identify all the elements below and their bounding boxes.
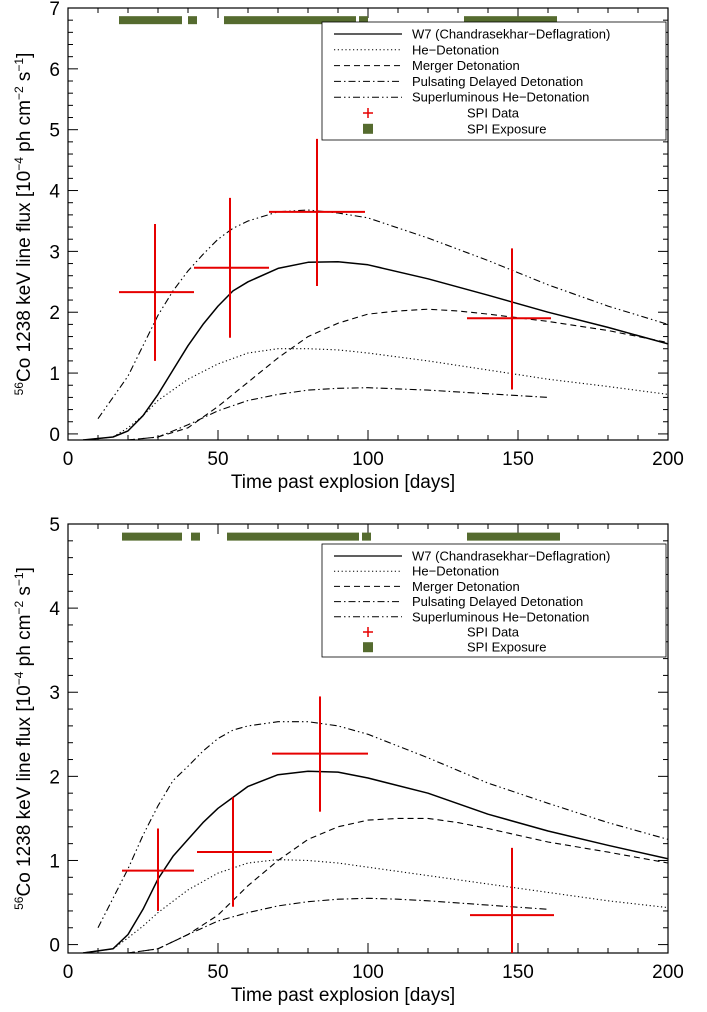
series-line-dashed bbox=[127, 308, 668, 440]
spi-exposure-bar bbox=[188, 16, 197, 25]
x-tick-label: 150 bbox=[502, 449, 534, 470]
y-tick-label: 6 bbox=[49, 60, 60, 81]
spi-exposure-bar bbox=[227, 532, 359, 541]
y-tick-label: 0 bbox=[49, 425, 60, 446]
legend-item: Pulsating Delayed Detonation bbox=[334, 74, 583, 89]
y-tick-label: 3 bbox=[49, 683, 60, 704]
legend-item: W7 (Chandrasekhar−Deflagration) bbox=[334, 27, 610, 42]
x-tick-label: 100 bbox=[352, 962, 384, 983]
legend-label: Superluminous He−Detonation bbox=[412, 90, 589, 105]
y-tick-label: 2 bbox=[49, 303, 60, 324]
spi-data-point bbox=[467, 248, 551, 390]
spi-data-point bbox=[269, 138, 365, 287]
series-line-solid bbox=[82, 260, 668, 440]
legend-label: Merger Detonation bbox=[412, 579, 520, 594]
spi-exposure-bar bbox=[359, 16, 368, 25]
y-tick-label: 1 bbox=[49, 364, 60, 385]
spi-exposure-bar bbox=[464, 16, 557, 25]
legend-label: SPI Exposure bbox=[467, 640, 547, 655]
spi-exposure-bar bbox=[119, 16, 182, 25]
legend-label: Pulsating Delayed Detonation bbox=[412, 74, 583, 89]
y-tick-label: 0 bbox=[49, 936, 60, 957]
series-layer bbox=[82, 721, 668, 953]
series-line-dashdot bbox=[127, 897, 549, 953]
x-axis-label: Time past explosion [days] bbox=[231, 472, 455, 493]
legend-item: Pulsating Delayed Detonation bbox=[334, 594, 583, 609]
chart-bottom: 0 50 100 150 200 0 1 2 3 4 5 Time past explosion [d… bbox=[12, 515, 684, 1006]
legend-label: SPI Exposure bbox=[467, 121, 547, 136]
legend-item: SPI Data bbox=[363, 106, 520, 121]
legend-item: SPI Data bbox=[363, 625, 520, 640]
legend-item: SPI Exposure bbox=[363, 121, 547, 136]
spi-data-point bbox=[119, 224, 194, 361]
series-line-dotted bbox=[82, 859, 668, 953]
series-line-dotted bbox=[82, 348, 668, 440]
spi-exposure-bar bbox=[122, 532, 182, 541]
legend: W7 (Chandrasekhar−Deflagration)He−Detona… bbox=[321, 543, 667, 658]
x-tick-label: 100 bbox=[352, 449, 384, 470]
legend-item: He−Detonation bbox=[334, 564, 499, 579]
x-axis-label: Time past explosion [days] bbox=[231, 985, 455, 1006]
spi-exposure-bar bbox=[362, 532, 371, 541]
spi-data-point bbox=[194, 197, 269, 338]
legend-label: He−Detonation bbox=[412, 42, 499, 57]
legend-item: Merger Detonation bbox=[334, 579, 520, 594]
series-line-dashdotdot bbox=[97, 209, 668, 420]
legend-label: SPI Data bbox=[467, 625, 520, 640]
y-axis-label: 56Co 1238 keV line flux [10−4 ph cm−2 s−… bbox=[12, 567, 35, 910]
y-tick-label: 7 bbox=[49, 0, 60, 20]
x-tick-label: 50 bbox=[207, 449, 228, 470]
x-tick-label: 200 bbox=[652, 449, 684, 470]
legend-label: W7 (Chandrasekhar−Deflagration) bbox=[412, 27, 610, 42]
legend-item: Superluminous He−Detonation bbox=[334, 609, 589, 624]
x-tick-label: 50 bbox=[207, 962, 228, 983]
y-tick-label: 4 bbox=[49, 182, 60, 203]
x-tick-label: 0 bbox=[63, 449, 74, 470]
legend-label: SPI Data bbox=[467, 106, 520, 121]
spi-data-point bbox=[122, 828, 194, 911]
legend-label: He−Detonation bbox=[412, 564, 499, 579]
spi-exposure-bar bbox=[467, 532, 560, 541]
spi-exposure-bar bbox=[191, 532, 200, 541]
spi-data-point bbox=[272, 696, 368, 812]
legend: W7 (Chandrasekhar−Deflagration)He−Detona… bbox=[321, 21, 667, 141]
legend-box bbox=[321, 543, 667, 658]
legend-label: Superluminous He−Detonation bbox=[412, 609, 589, 624]
x-tick-label: 200 bbox=[652, 962, 684, 983]
spi-data-point bbox=[197, 797, 272, 907]
legend-label: Merger Detonation bbox=[412, 58, 520, 73]
y-tick-label: 5 bbox=[49, 515, 60, 536]
legend-label: Pulsating Delayed Detonation bbox=[412, 594, 583, 609]
legend-item: He−Detonation bbox=[334, 42, 499, 57]
series-layer bbox=[82, 209, 668, 440]
y-tick-label: 5 bbox=[49, 121, 60, 142]
legend-item: Merger Detonation bbox=[334, 58, 520, 73]
x-tick-label: 0 bbox=[63, 962, 74, 983]
spi-exposure-bar bbox=[224, 16, 356, 25]
legend-label: W7 (Chandrasekhar−Deflagration) bbox=[412, 549, 610, 564]
y-tick-label: 1 bbox=[49, 851, 60, 872]
legend-item: W7 (Chandrasekhar−Deflagration) bbox=[334, 549, 610, 564]
chart-top: 0 50 100 150 200 0 1 2 3 4 5 6 7 Time past explosion … bbox=[12, 0, 684, 493]
legend-item: Superluminous He−Detonation bbox=[334, 90, 589, 105]
series-line-dashdotdot bbox=[97, 721, 668, 929]
y-tick-label: 4 bbox=[49, 599, 60, 620]
x-tick-label: 150 bbox=[502, 962, 534, 983]
series-line-solid bbox=[82, 770, 668, 953]
series-line-dashed bbox=[127, 817, 668, 953]
y-axis-label: 56Co 1238 keV line flux [10−4 ph cm−2 s−… bbox=[12, 53, 35, 396]
legend-item: SPI Exposure bbox=[363, 640, 547, 655]
series-line-dashdot bbox=[127, 387, 549, 440]
spi-data-point bbox=[470, 847, 554, 953]
y-tick-label: 2 bbox=[49, 767, 60, 788]
y-tick-label: 3 bbox=[49, 242, 60, 263]
